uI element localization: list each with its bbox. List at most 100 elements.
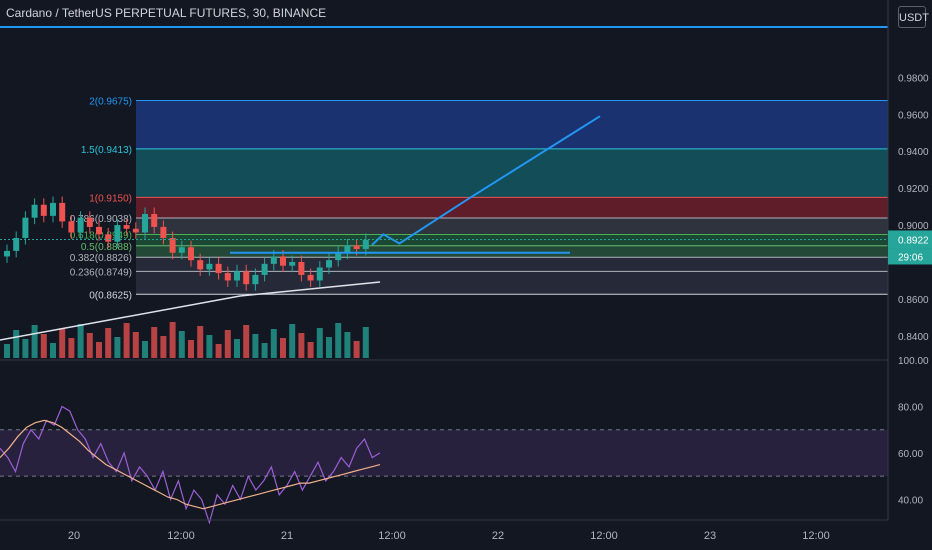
volume-bar <box>224 330 231 358</box>
chart-title: Cardano / TetherUS PERPETUAL FUTURES, 30… <box>6 6 327 20</box>
volume-bar <box>59 329 66 358</box>
fib-level-label: 0.786(0.9038) <box>70 214 132 225</box>
volume-bar <box>22 339 29 358</box>
fib-level-label: 0.236(0.8749) <box>70 267 132 278</box>
candle-body <box>206 263 213 270</box>
candle-body <box>86 217 93 227</box>
candle-body <box>123 225 130 229</box>
price-tick-label: 0.9000 <box>898 221 929 232</box>
current-price-tag <box>888 230 932 249</box>
candle-body <box>77 217 84 233</box>
rsi-tick-label: 60.00 <box>898 449 923 460</box>
volume-bar <box>261 343 268 358</box>
candle-body <box>50 202 56 216</box>
price-tick-label: 0.9600 <box>898 110 929 121</box>
currency-button[interactable]: USDT <box>898 6 929 28</box>
price-tick-label: 0.8400 <box>898 332 929 343</box>
moving-average-line <box>0 281 381 341</box>
candle-body <box>59 202 66 222</box>
volume-bar <box>335 323 342 358</box>
candle-body <box>22 217 29 238</box>
volume-bar <box>298 333 305 358</box>
volume-bar <box>362 327 369 358</box>
fib-zone <box>136 245 888 258</box>
volume-bar <box>178 331 185 358</box>
candle-body <box>169 238 176 253</box>
candle-body <box>289 262 296 266</box>
countdown-label: 29:06 <box>898 252 923 263</box>
price-panel: 2(0.9675) 1.5(0.9413) 1(0.9150) 0.786(0.903… <box>0 26 888 358</box>
volume-bar <box>252 334 259 358</box>
fib-level-label: 1(0.9150) <box>89 193 132 204</box>
candle-body <box>31 204 38 218</box>
time-tick-label: 21 <box>281 530 293 542</box>
volume-bar <box>50 343 56 358</box>
volume-bar <box>31 325 38 358</box>
rsi-tick-label: 40.00 <box>898 495 923 506</box>
time-tick-label: 22 <box>492 530 504 542</box>
candle-body <box>151 214 158 227</box>
fib-zone <box>136 218 888 235</box>
candle-body <box>335 252 342 261</box>
fib-level-label: 0.382(0.8826) <box>70 253 132 264</box>
volume-bar <box>243 325 250 358</box>
rsi-tick-label: 100.00 <box>898 356 929 367</box>
candle-body <box>280 256 286 266</box>
price-tick-label: 0.9400 <box>898 147 929 158</box>
rsi-panel: 100.00 80.00 60.00 40.00 20 12:00 21 12:00 22 12:… <box>0 356 929 542</box>
candle-body <box>344 245 351 253</box>
volume-bar <box>86 333 93 358</box>
time-tick-label: 12:00 <box>167 530 195 542</box>
current-price-label: 0.8922 <box>898 235 929 246</box>
candle-body <box>316 267 323 281</box>
volume-bar <box>4 344 10 358</box>
candle-body <box>160 226 167 238</box>
time-tick-label: 20 <box>68 530 80 542</box>
volume-bar <box>316 328 323 358</box>
volume-bar <box>188 340 194 358</box>
volume-bar <box>280 338 286 358</box>
volume-bar <box>197 326 204 358</box>
fib-zone <box>136 100 888 149</box>
candle-body <box>40 204 47 216</box>
volume-bar <box>151 327 158 358</box>
volume-bar <box>353 341 360 358</box>
candle-body <box>362 239 369 250</box>
volume-bar <box>142 341 148 358</box>
rsi-tick-label: 80.00 <box>898 402 923 413</box>
volume-bar <box>344 332 351 358</box>
volume-bar <box>68 338 75 358</box>
candle-body <box>353 245 360 250</box>
candle-body <box>326 260 332 268</box>
volume-bar <box>160 336 167 358</box>
rsi-line <box>0 405 381 525</box>
candle-body <box>252 274 259 285</box>
time-tick-label: 23 <box>704 530 716 542</box>
volume-bar <box>169 322 176 358</box>
volume-bar <box>307 342 314 358</box>
volume-bar <box>96 342 102 358</box>
volume-bar <box>289 324 296 358</box>
fib-level-label: 0.5(0.8888) <box>81 242 132 253</box>
price-tick-label: 0.8600 <box>898 295 929 306</box>
time-tick-label: 12:00 <box>802 530 830 542</box>
candle-body <box>243 271 250 285</box>
volume-bar <box>132 332 139 358</box>
candle-body <box>197 260 204 270</box>
fib-level-label: 0.618(0.8949) <box>70 230 132 241</box>
candle-body <box>224 273 231 281</box>
candle-body <box>132 228 139 233</box>
fib-zone <box>136 271 888 295</box>
volume-bar <box>215 344 222 358</box>
fib-zone <box>136 197 888 219</box>
volume-bar <box>40 334 47 358</box>
candle-body <box>188 247 194 261</box>
fib-zone <box>136 234 888 246</box>
candle-body <box>234 271 240 281</box>
candle-body <box>178 247 185 253</box>
candle-body <box>13 238 20 251</box>
volume-bar <box>270 329 277 358</box>
candle-body <box>105 234 112 242</box>
fib-level-label: 0(0.8625) <box>89 290 132 301</box>
